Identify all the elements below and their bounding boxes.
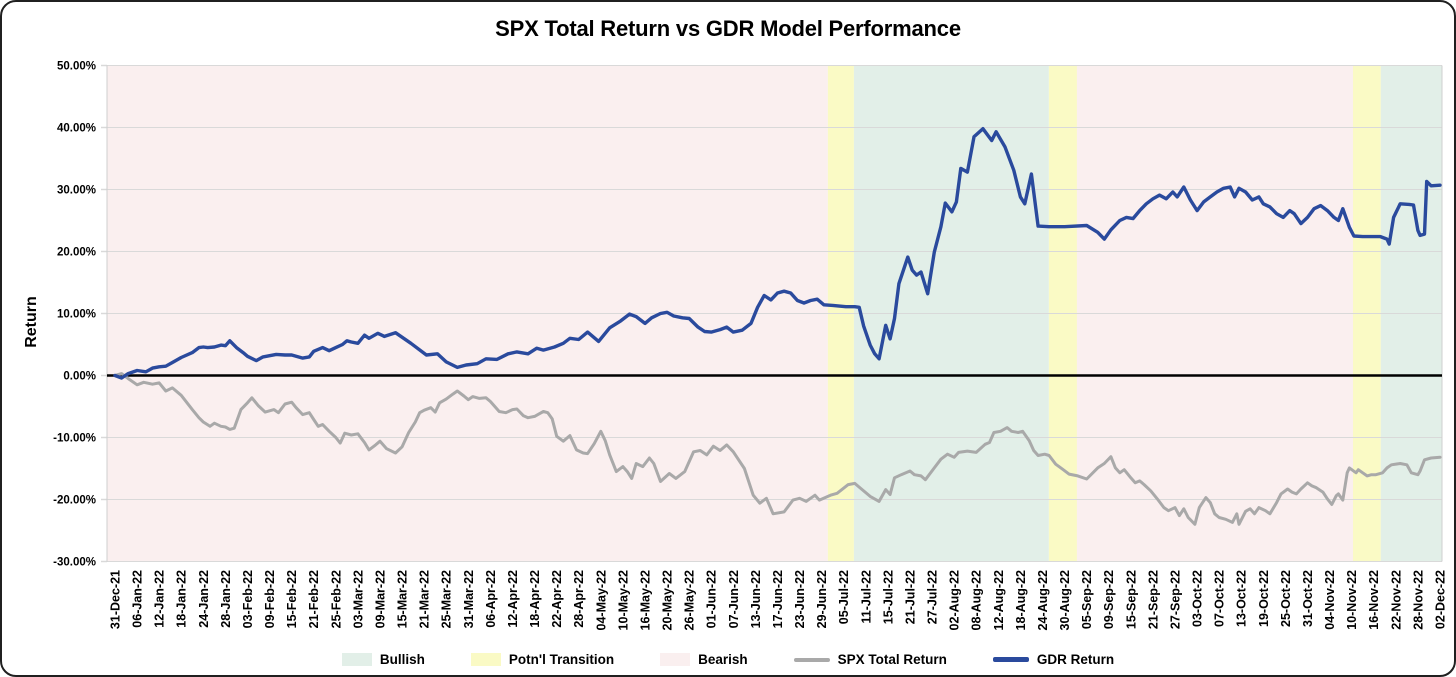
x-tick-label: 09-Sep-22 — [1102, 570, 1116, 629]
y-tick-label: 0.00% — [63, 371, 96, 383]
x-tick-label: 05-Jul-22 — [837, 570, 851, 624]
x-tick-label: 16-Nov-22 — [1367, 570, 1381, 630]
x-tick-label: 24-Aug-22 — [1036, 570, 1050, 630]
x-tick-label: 03-Oct-22 — [1191, 570, 1205, 627]
x-tick-label: 15-Feb-22 — [285, 570, 299, 628]
x-tick-label: 18-Jan-22 — [175, 570, 189, 628]
x-tick-label: 03-Feb-22 — [241, 570, 255, 628]
x-tick-label: 31-Dec-21 — [109, 570, 123, 629]
x-tick-label: 25-Feb-22 — [329, 570, 343, 628]
legend-item-bullish: Bullish — [341, 652, 425, 667]
x-tick-label: 19-Oct-22 — [1257, 570, 1271, 627]
x-tick-label: 25-Mar-22 — [440, 570, 454, 628]
chart-title: SPX Total Return vs GDR Model Performanc… — [495, 16, 961, 41]
legend-label: Bearish — [698, 652, 748, 667]
x-tick-label: 31-Oct-22 — [1301, 570, 1315, 627]
legend-label: SPX Total Return — [837, 652, 947, 667]
x-tick-label: 02-Aug-22 — [948, 570, 962, 630]
x-tick-label: 16-May-22 — [638, 570, 652, 630]
x-tick-label: 11-Jul-22 — [859, 570, 873, 624]
y-tick-label: 30.00% — [57, 185, 96, 197]
x-tick-label: 12-Jan-22 — [153, 570, 167, 628]
x-tick-label: 25-Oct-22 — [1279, 570, 1293, 627]
x-tick-label: 20-May-22 — [661, 570, 675, 630]
legend-label: GDR Return — [1036, 652, 1115, 667]
x-tick-label: 02-Dec-22 — [1433, 570, 1447, 629]
x-tick-label: 06-Apr-22 — [484, 570, 498, 628]
legend-swatch-transition — [470, 653, 501, 666]
x-tick-label: 26-May-22 — [683, 570, 697, 630]
x-tick-label: 18-Aug-22 — [1014, 570, 1028, 630]
x-tick-label: 29-Jun-22 — [815, 570, 829, 628]
y-tick-label: -20.00% — [53, 495, 96, 507]
y-tick-label: 10.00% — [57, 309, 96, 321]
x-tick-label: 03-Mar-22 — [351, 570, 365, 628]
legend-swatch-bullish — [341, 653, 372, 666]
x-tick-label: 17-Jun-22 — [771, 570, 785, 628]
series-line-gdr — [113, 126, 1442, 380]
legend-item-bearish: Bearish — [660, 652, 748, 667]
x-tick-label: 27-Jul-22 — [926, 570, 940, 624]
x-tick-label: 04-Nov-22 — [1323, 570, 1337, 630]
x-tick-label: 12-Apr-22 — [506, 570, 520, 628]
x-tick-label: 21-Sep-22 — [1146, 570, 1160, 629]
x-tick-label: 01-Jun-22 — [705, 570, 719, 628]
x-tick-label: 15-Sep-22 — [1124, 570, 1138, 629]
x-tick-label: 28-Jan-22 — [219, 570, 233, 628]
chart-legend: Bullish Potn'l Transition Bearish SPX Total… — [2, 652, 1454, 667]
x-tick-label: 23-Jun-22 — [793, 570, 807, 628]
legend-swatch-spx — [793, 657, 830, 662]
x-tick-label: 07-Oct-22 — [1213, 570, 1227, 627]
legend-label: Potn'l Transition — [508, 652, 615, 667]
x-tick-label: 15-Jul-22 — [881, 570, 895, 624]
x-tick-label: 13-Oct-22 — [1235, 570, 1249, 627]
y-tick-label: 20.00% — [57, 247, 96, 259]
y-tick-label: 50.00% — [57, 61, 96, 73]
legend-item-potn-l-transition: Potn'l Transition — [470, 652, 615, 667]
x-tick-label: 15-Mar-22 — [396, 570, 410, 628]
x-tick-label: 07-Jun-22 — [727, 570, 741, 628]
x-tick-label: 28-Nov-22 — [1411, 570, 1425, 630]
x-tick-label: 30-Aug-22 — [1058, 570, 1072, 630]
x-tick-label: 31-Mar-22 — [462, 570, 476, 628]
x-tick-label: 04-May-22 — [594, 570, 608, 630]
legend-swatch-bearish — [660, 653, 691, 666]
x-tick-label: 21-Feb-22 — [307, 570, 321, 628]
legend-swatch-gdr — [992, 657, 1029, 662]
x-tick-label: 05-Sep-22 — [1080, 570, 1094, 629]
x-tick-label: 27-Sep-22 — [1168, 570, 1182, 629]
x-tick-label: 22-Apr-22 — [550, 570, 564, 628]
y-tick-label: 40.00% — [57, 123, 96, 135]
x-tick-label: 22-Nov-22 — [1389, 570, 1403, 630]
x-tick-label: 24-Jan-22 — [197, 570, 211, 628]
x-tick-label: 09-Mar-22 — [373, 570, 387, 628]
y-tick-label: -30.00% — [53, 557, 96, 569]
x-tick-label: 09-Feb-22 — [263, 570, 277, 628]
y-tick-label: -10.00% — [53, 433, 96, 445]
x-tick-label: 13-Jun-22 — [749, 570, 763, 628]
legend-item-gdr-return: GDR Return — [992, 652, 1115, 667]
x-tick-label: 08-Aug-22 — [970, 570, 984, 630]
x-tick-label: 10-May-22 — [616, 570, 630, 630]
series-line-spx — [113, 372, 1442, 526]
x-tick-label: 21-Jul-22 — [903, 570, 917, 624]
x-tick-label: 06-Jan-22 — [131, 570, 145, 628]
x-tick-label: 10-Nov-22 — [1345, 570, 1359, 630]
legend-item-spx-total-return: SPX Total Return — [793, 652, 947, 667]
x-tick-label: 12-Aug-22 — [992, 570, 1006, 630]
x-tick-label: 18-Apr-22 — [528, 570, 542, 628]
x-tick-label: 21-Mar-22 — [418, 570, 432, 628]
legend-label: Bullish — [379, 652, 425, 667]
x-tick-label: 28-Apr-22 — [572, 570, 586, 628]
